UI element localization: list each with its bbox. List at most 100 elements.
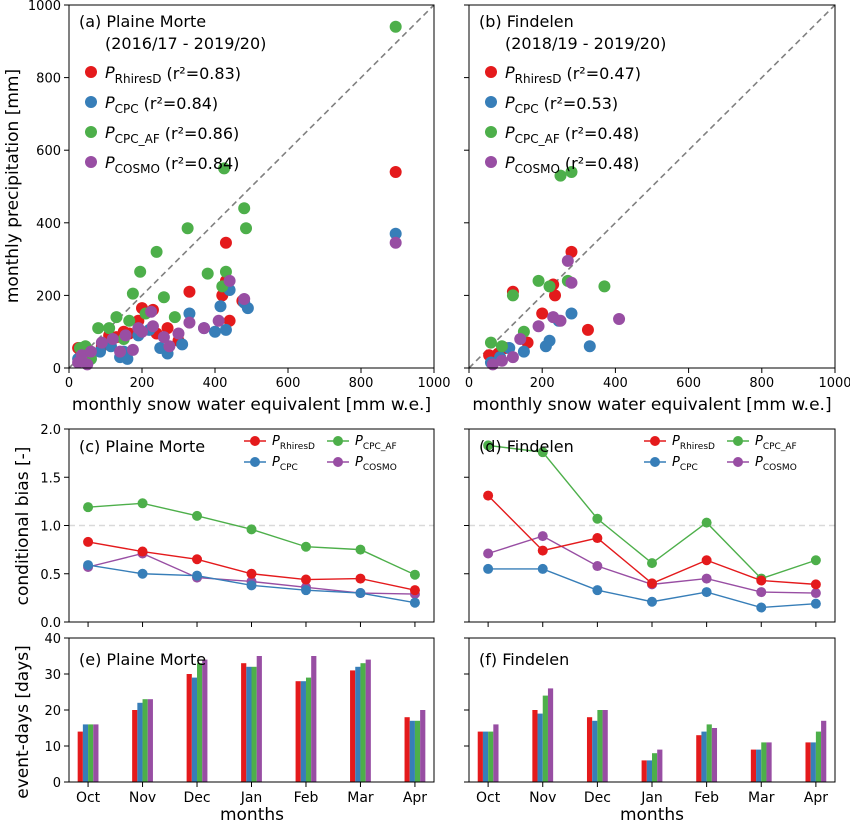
marker-RhiresD (246, 568, 257, 579)
point-COSMO (136, 325, 148, 338)
marker-CPC (756, 602, 767, 613)
marker-CPC (701, 587, 712, 598)
point-CPC_AF (554, 169, 567, 182)
legend-label-CPC_AF: PCPC_AF (r²=0.86) (105, 123, 239, 146)
y-tick-label: 0.5 (40, 568, 61, 583)
point-COSMO (81, 358, 94, 371)
point-COSMO (495, 354, 508, 367)
marker-CPC_AF (810, 555, 821, 566)
bar-COSMO (766, 742, 772, 782)
point-COSMO (554, 314, 567, 327)
x-tick-label: 0 (65, 376, 73, 391)
legend-label-CPC_AF: PCPC_AF (755, 434, 797, 452)
legend-marker-CPC (250, 457, 260, 467)
marker-CPC (192, 570, 203, 581)
point-CPC_AF (150, 245, 163, 258)
bar-RhiresD (241, 663, 247, 782)
marker-RhiresD (647, 578, 657, 589)
legend-label-COSMO: PCOSMO (r²=0.48) (505, 153, 639, 176)
point-COSMO (486, 358, 499, 371)
legend-marker-COSMO (333, 457, 343, 467)
point-COSMO (84, 345, 97, 358)
legend-label-CPC: PCPC (r²=0.53) (505, 93, 618, 116)
legend-label-RhiresD: PRhiresD (272, 434, 315, 452)
month-label: Apr (804, 790, 828, 806)
point-CPC_AF (181, 222, 194, 235)
bar-CPC_AF (761, 742, 767, 782)
bar-RhiresD (586, 717, 593, 782)
legend-label-COSMO: PCOSMO (355, 455, 397, 473)
bar-CPC (756, 749, 762, 782)
panel-subtitle: (2016/17 - 2019/20) (105, 34, 266, 53)
marker-CPC (246, 580, 257, 591)
point-COSMO (613, 312, 626, 325)
panel-title: (d) Findelen (479, 437, 574, 456)
point-CPC (583, 340, 596, 353)
y-tick-label: 10 (44, 740, 61, 755)
bar-RhiresD (404, 717, 410, 782)
legend-marker-RhiresD (250, 436, 260, 446)
legend-marker-CPC_AF (485, 126, 497, 138)
bar-COSMO (493, 724, 499, 782)
bar-CPC (592, 720, 598, 782)
y-tick-label: 40 (44, 632, 61, 647)
y-tick-label: 0 (53, 776, 61, 791)
scatter-xlabel: monthly snow water equivalent [mm w.e.] (472, 395, 831, 415)
point-CPC_AF (134, 265, 147, 278)
bar-RhiresD (350, 670, 356, 782)
point-RhiresD (581, 323, 594, 336)
marker-RhiresD (592, 533, 603, 544)
bar-RhiresD (295, 681, 301, 782)
point-CPC (389, 227, 402, 240)
bar-CPC_AF (597, 710, 603, 782)
point-RhiresD (161, 322, 174, 335)
one-to-one-line (468, 4, 836, 369)
days-xlabel-left: months (220, 805, 284, 823)
point-COSMO (506, 351, 519, 364)
y-tick-label: 1.0 (40, 520, 61, 535)
bar-CPC (82, 724, 89, 782)
line-RhiresD (487, 495, 816, 586)
bar-CPC_AF (305, 677, 312, 782)
y-tick-label: 600 (36, 144, 61, 159)
bar-CPC (300, 681, 306, 782)
legend-marker-COSMO (485, 156, 497, 168)
point-CPC (183, 307, 196, 320)
legend-marker-COSMO (85, 156, 97, 168)
marker-RhiresD (537, 545, 548, 556)
point-COSMO (183, 316, 196, 329)
y-tick-label: 800 (36, 72, 61, 87)
panel-title: (f) Findelen (479, 650, 569, 669)
legend-marker-CPC_AF (333, 436, 343, 446)
marker-CPC_AF (592, 513, 603, 524)
legend-marker-RhiresD (485, 66, 497, 78)
legend-marker-CPC_AF (733, 436, 743, 446)
panel-c-bias: 0.0 0.5 1.0 1.5 2.0 (c) Plaine Morte PRhiresD P… (40, 423, 435, 631)
bar-COSMO (602, 710, 608, 782)
bar-COSMO (547, 688, 554, 782)
month-label: Dec (584, 790, 611, 806)
marker-RhiresD (409, 585, 420, 596)
marker-COSMO (483, 548, 494, 559)
marker-CPC (483, 563, 494, 574)
legend-label-COSMO: PCOSMO (r²=0.84) (105, 153, 239, 176)
point-CPC_AF (201, 267, 214, 280)
point-CPC_AF (103, 322, 116, 335)
bar-CPC_AF (414, 720, 421, 782)
legend-label-RhiresD: PRhiresD (r²=0.47) (505, 63, 641, 86)
panel-title: (c) Plaine Morte (79, 437, 205, 456)
x-tick-label: 400 (203, 376, 228, 391)
marker-CPC (537, 563, 548, 574)
bar-CPC (137, 702, 143, 782)
y-tick-label: 0 (53, 362, 61, 377)
bar-CPC (191, 677, 198, 782)
marker-CPC (592, 585, 603, 596)
marker-RhiresD (83, 536, 94, 547)
bar-RhiresD (132, 710, 138, 782)
panel-e-days: Oct Nov Dec Jan Feb Mar Apr 0 10 20 30 40 (e) Plaine… (44, 632, 435, 806)
scatter-ylabel: monthly precipitation [mm] (3, 69, 23, 303)
x-tick-label: 1000 (818, 376, 850, 391)
legend-label-RhiresD: PRhiresD (r²=0.83) (105, 63, 241, 86)
x-tick-label: 600 (276, 376, 301, 391)
point-COSMO (389, 236, 402, 249)
